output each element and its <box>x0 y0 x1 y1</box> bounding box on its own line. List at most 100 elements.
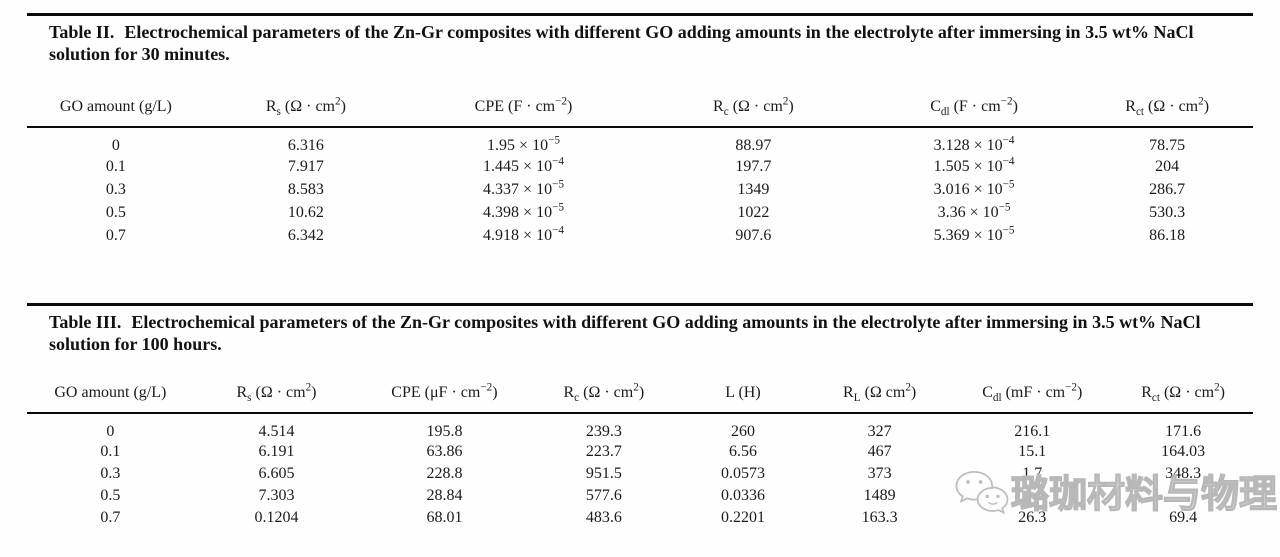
table-cell: 4.514 <box>258 423 295 440</box>
table3: GO amount (g/L) Rs (Ω · cm2) CPE (μF · cm−… <box>27 377 1253 529</box>
column-header: Rct (Ω · cm2) <box>1113 377 1253 414</box>
table3-section: Table III. Electrochemical parameters of … <box>27 303 1253 529</box>
table-cell: 86.18 <box>1149 226 1186 244</box>
table-cell: 1349 <box>737 180 770 198</box>
table-row: 0.3 6.605 228.8 951.5 0.0573 373 1.7 348.3 <box>27 463 1253 485</box>
table-row: 0 4.514 195.8 239.3 260 327 216.1 171.6 <box>27 413 1253 441</box>
table-cell: 6.191 <box>258 443 295 460</box>
column-header: Rs (Ω · cm2) <box>204 91 408 128</box>
table2-header: GO amount (g/L) Rs (Ω · cm2) CPE (F · cm−2… <box>27 91 1253 128</box>
column-header: Rc (Ω · cm2) <box>639 91 867 128</box>
table-cell: 951.5 <box>585 465 622 482</box>
table-cell: 78.75 <box>1149 137 1186 154</box>
table-row: 0.7 0.1204 68.01 483.6 0.2201 163.3 26.3 69.4 <box>27 507 1253 529</box>
table-cell: 0.5 <box>100 487 121 504</box>
table-cell: 3.36 × 10−5 <box>937 201 1011 221</box>
table2-header-row: GO amount (g/L) Rs (Ω · cm2) CPE (F · cm−2… <box>27 91 1253 128</box>
table-cell: 6.605 <box>258 465 295 482</box>
table-cell: 0.2201 <box>720 509 765 526</box>
table-cell: 164.03 <box>1161 443 1206 460</box>
column-header: RL (Ω cm2) <box>807 377 952 414</box>
table-cell: 0.5 <box>105 203 126 221</box>
table-cell: 1.445 × 10−4 <box>483 155 564 175</box>
table-cell: 7.303 <box>258 487 295 504</box>
column-header: Rs (Ω · cm2) <box>193 377 360 414</box>
table-cell: 4.398 × 10−5 <box>483 201 564 221</box>
table-cell: 239.3 <box>585 423 622 440</box>
column-header: CPE (μF · cm−2) <box>359 377 530 414</box>
table-cell: 6.316 <box>287 137 324 154</box>
column-header: CPE (F · cm−2) <box>407 91 640 128</box>
table-cell: 204 <box>1155 157 1180 175</box>
table2-caption-label: Table II. <box>49 22 115 42</box>
table2-caption: Table II. Electrochemical parameters of t… <box>49 21 1249 65</box>
table-cell: 197.7 <box>735 157 772 175</box>
table-cell: 228.8 <box>426 465 463 482</box>
table-row: 0.1 6.191 63.86 223.7 6.56 467 15.1 164.03 <box>27 441 1253 463</box>
table-cell: 0.0336 <box>720 487 765 504</box>
table-cell <box>1113 485 1253 507</box>
table-cell: 467 <box>867 443 892 460</box>
table2-section: Table II. Electrochemical parameters of t… <box>27 13 1253 247</box>
table-cell: 63.86 <box>426 443 463 460</box>
column-header: GO amount (g/L) <box>27 377 194 414</box>
table-cell: 327 <box>867 423 892 440</box>
table-cell: 1489 <box>863 487 896 504</box>
table-cell: 0.3 <box>105 180 126 198</box>
table-cell: 4.337 × 10−5 <box>483 178 564 198</box>
table-cell: 1.7 <box>1022 465 1043 482</box>
column-header: GO amount (g/L) <box>27 91 205 128</box>
table-cell: 1022 <box>737 203 770 221</box>
table-cell: 28.84 <box>426 487 463 504</box>
table3-caption-text: Electrochemical parameters of the Zn-Gr … <box>49 312 1201 354</box>
table-cell: 1.505 × 10−4 <box>933 155 1015 175</box>
table-cell: 7.917 <box>287 157 324 175</box>
table-cell: 0.1 <box>100 443 121 460</box>
table-cell: 6.342 <box>287 226 324 244</box>
table-cell: 577.6 <box>585 487 622 504</box>
table-cell: 26.3 <box>1018 509 1047 526</box>
table-cell: 0 <box>111 137 120 154</box>
table-cell: 5.369 × 10−5 <box>933 224 1015 244</box>
table3-header: GO amount (g/L) Rs (Ω · cm2) CPE (μF · cm−… <box>27 377 1253 414</box>
table-cell: 88.97 <box>735 137 772 154</box>
table-cell: 171.6 <box>1165 423 1202 440</box>
table-cell: 286.7 <box>1149 180 1186 198</box>
table-row: 0.5 10.62 4.398 × 10−5 1022 3.36 × 10−5 530.3 <box>27 201 1253 224</box>
table-cell: 483.6 <box>585 509 622 526</box>
table3-header-row: GO amount (g/L) Rs (Ω · cm2) CPE (μF · cm−… <box>27 377 1253 414</box>
table-cell: 907.6 <box>735 226 772 244</box>
table-row: 0.1 7.917 1.445 × 10−4 197.7 1.505 × 10−4 204 <box>27 155 1253 178</box>
table-cell: 69.4 <box>1169 509 1198 526</box>
table-cell: 530.3 <box>1149 203 1186 221</box>
table3-top-rule <box>27 303 1253 306</box>
table3-caption: Table III. Electrochemical parameters of … <box>49 311 1249 355</box>
table-cell: 10.62 <box>287 203 324 221</box>
table-cell: 348.3 <box>1165 465 1202 482</box>
table-cell: 373 <box>867 465 892 482</box>
table3-caption-label: Table III. <box>49 312 122 332</box>
table-cell: 0.0573 <box>720 465 765 482</box>
table-row: 0.3 8.583 4.337 × 10−5 1349 3.016 × 10−5 286.… <box>27 178 1253 201</box>
table-cell: 0.7 <box>105 226 126 244</box>
table2-caption-text: Electrochemical parameters of the Zn-Gr … <box>49 22 1194 64</box>
table-cell: 1.95 × 10−5 <box>487 134 560 154</box>
table-cell: 15.1 <box>1018 443 1047 460</box>
table-cell: 0.3 <box>100 465 121 482</box>
column-header: L (H) <box>677 377 808 414</box>
table-row: 0 6.316 1.95 × 10−5 88.97 3.128 × 10−4 78.75 <box>27 127 1253 155</box>
table-cell: 8.583 <box>287 180 324 198</box>
table-row: 0.5 7.303 28.84 577.6 0.0336 1489 <box>27 485 1253 507</box>
table3-body: 0 4.514 195.8 239.3 260 327 216.1 171.6 0.1 6.191… <box>27 413 1253 529</box>
table-cell: 163.3 <box>861 509 898 526</box>
table-row: 0.7 6.342 4.918 × 10−4 907.6 5.369 × 10−5 86.… <box>27 224 1253 247</box>
table-cell: 260 <box>730 423 755 440</box>
table-cell: 68.01 <box>426 509 463 526</box>
table-cell: 216.1 <box>1014 423 1051 440</box>
table-cell: 0.7 <box>100 509 121 526</box>
table2: GO amount (g/L) Rs (Ω · cm2) CPE (F · cm−2… <box>27 91 1253 247</box>
column-header: Cdl (F · cm−2) <box>866 91 1082 128</box>
table-cell: 3.128 × 10−4 <box>933 134 1015 154</box>
table-cell: 223.7 <box>585 443 622 460</box>
